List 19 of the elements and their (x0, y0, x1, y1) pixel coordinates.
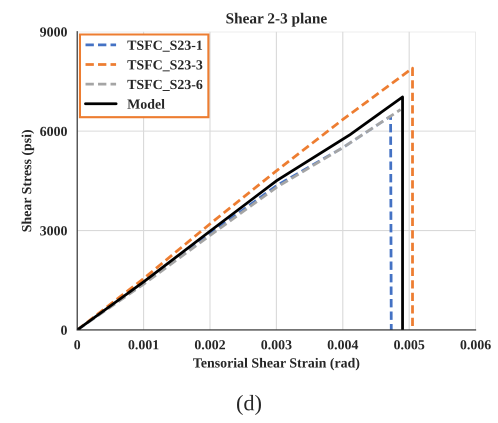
x-tick-label: 0.002 (194, 340, 226, 350)
x-tick-label: 0.003 (261, 340, 292, 350)
y-tick-label: 0 (61, 326, 67, 335)
x-tick-label: 0 (74, 340, 80, 350)
y-tick-label: 3000 (40, 226, 67, 236)
y-tick-label: 9000 (40, 27, 67, 37)
x-tick-label: 0.005 (394, 340, 424, 350)
legend-label: Model (127, 99, 165, 109)
chart-title: Shear 2-3 plane (226, 12, 327, 27)
x-tick-label: 0.001 (128, 340, 158, 350)
text: (d) (237, 394, 261, 416)
legend-label: TSFC_S23-1 (127, 40, 202, 52)
x-tick-label: 0.006 (460, 340, 491, 350)
y-tick-label: 6000 (40, 126, 67, 136)
legend-label: TSFC_S23-6 (127, 80, 202, 91)
x-tick-label: 0.004 (328, 340, 358, 350)
x-axis-title: Tensorial Shear Strain (rad) (193, 358, 360, 370)
legend-label: TSFC_S23-3 (127, 60, 202, 72)
y-axis-title: Shear Stress (psi) (22, 130, 34, 232)
